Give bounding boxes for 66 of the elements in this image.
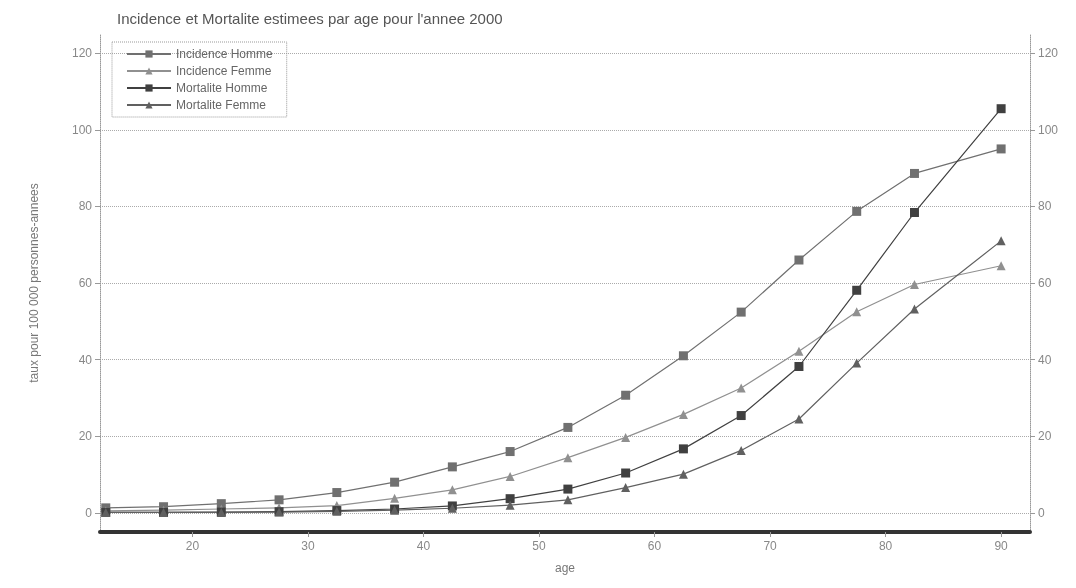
point (678, 469, 688, 479)
y2-tick-label: 100 (1038, 122, 1059, 137)
point (563, 453, 573, 463)
x-axis-title: age (554, 561, 576, 575)
point (996, 144, 1006, 154)
y2-tick-label: 40 (1038, 352, 1052, 367)
y2-tick-label: 120 (1038, 46, 1059, 61)
point (505, 500, 515, 510)
point (736, 307, 746, 317)
point (794, 362, 804, 372)
point (736, 411, 746, 421)
point (852, 358, 862, 368)
point (909, 168, 919, 178)
x-tick-label: 60 (647, 539, 662, 553)
point (621, 468, 631, 478)
y2-tick-label: 0 (1038, 505, 1045, 520)
y2-tick-label: 80 (1038, 199, 1052, 214)
point (909, 208, 919, 218)
point (390, 477, 400, 487)
legend-label: Mortalite Femme (176, 98, 267, 112)
legend-label: Incidence Femme (176, 64, 272, 78)
point (621, 483, 631, 493)
point (505, 494, 515, 504)
x-tick-label: 30 (301, 539, 315, 553)
point (852, 285, 862, 295)
chart-title: Incidence et Mortalite estimees par age pour l'annee 2000 (117, 10, 503, 27)
point (678, 409, 688, 419)
legend-label: Mortalite Homme (176, 81, 268, 95)
point (390, 493, 400, 503)
point (996, 261, 1006, 271)
point (909, 280, 919, 290)
point (794, 255, 804, 265)
point (794, 346, 804, 356)
x-tick-label: 40 (416, 539, 431, 553)
point (563, 484, 573, 494)
y-axis-title: taux pour 100 000 personnes-annees (27, 183, 41, 383)
point (505, 471, 515, 481)
y2-tick-label: 20 (1038, 429, 1052, 444)
point (505, 447, 515, 457)
x-tick-label: 80 (878, 539, 893, 553)
x-tick-label: 50 (532, 539, 546, 553)
x-tick-label: 90 (994, 539, 1009, 553)
point (678, 444, 688, 454)
point (852, 206, 862, 216)
y-tick-label: 60 (78, 276, 93, 290)
point (621, 432, 631, 442)
point (996, 104, 1006, 114)
point (736, 445, 746, 455)
y-tick-label: 0 (85, 505, 93, 520)
point (678, 351, 688, 361)
x-tick-label: 70 (763, 539, 778, 553)
point (621, 390, 631, 400)
y-tick-label: 80 (78, 199, 93, 214)
legend-label: Incidence Homme (176, 47, 274, 61)
point (447, 462, 457, 472)
y-tick-label: 120 (71, 46, 93, 61)
point (563, 422, 573, 432)
point (274, 495, 284, 505)
y-tick-label: 100 (71, 122, 93, 137)
y-tick-label: 20 (78, 429, 93, 444)
point (909, 304, 919, 314)
point (216, 499, 226, 509)
y2-tick-label: 60 (1038, 276, 1052, 290)
x-tick-label: 20 (185, 539, 200, 553)
y-tick-label: 40 (78, 352, 93, 367)
point (332, 488, 342, 498)
